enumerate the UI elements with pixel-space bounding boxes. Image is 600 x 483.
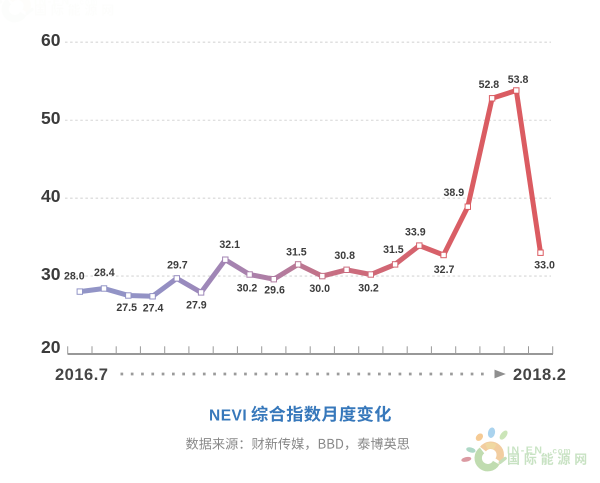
svg-text:20: 20 — [41, 337, 61, 357]
svg-text:27.5: 27.5 — [116, 302, 137, 314]
svg-text:31.5: 31.5 — [286, 246, 307, 258]
svg-text:28.4: 28.4 — [94, 267, 115, 279]
svg-text:38.9: 38.9 — [443, 187, 464, 199]
svg-text:32.1: 32.1 — [219, 239, 240, 251]
svg-text:31.5: 31.5 — [383, 244, 404, 256]
svg-text:30.0: 30.0 — [309, 283, 330, 295]
svg-text:33.0: 33.0 — [534, 260, 555, 272]
svg-text:50: 50 — [41, 108, 61, 128]
svg-text:2018.2: 2018.2 — [513, 366, 566, 384]
svg-text:2016.7: 2016.7 — [55, 366, 108, 384]
svg-text:27.9: 27.9 — [186, 300, 207, 312]
svg-text:30: 30 — [41, 264, 61, 284]
svg-text:40: 40 — [41, 186, 61, 206]
svg-text:30.2: 30.2 — [237, 283, 258, 295]
svg-text:NEVI: NEVI — [209, 407, 247, 424]
svg-text:53.8: 53.8 — [508, 74, 529, 86]
svg-text:29.7: 29.7 — [167, 260, 188, 272]
svg-text:.com: .com — [550, 447, 572, 456]
svg-text:52.8: 52.8 — [479, 79, 500, 91]
svg-text:33.9: 33.9 — [405, 226, 426, 238]
svg-text:28.0: 28.0 — [64, 271, 85, 283]
svg-text:32.7: 32.7 — [434, 264, 455, 276]
svg-text:30.8: 30.8 — [334, 250, 355, 262]
svg-text:29.6: 29.6 — [264, 285, 285, 297]
svg-text:30.2: 30.2 — [358, 283, 379, 295]
svg-text:60: 60 — [41, 30, 61, 50]
svg-text:27.4: 27.4 — [143, 303, 164, 315]
